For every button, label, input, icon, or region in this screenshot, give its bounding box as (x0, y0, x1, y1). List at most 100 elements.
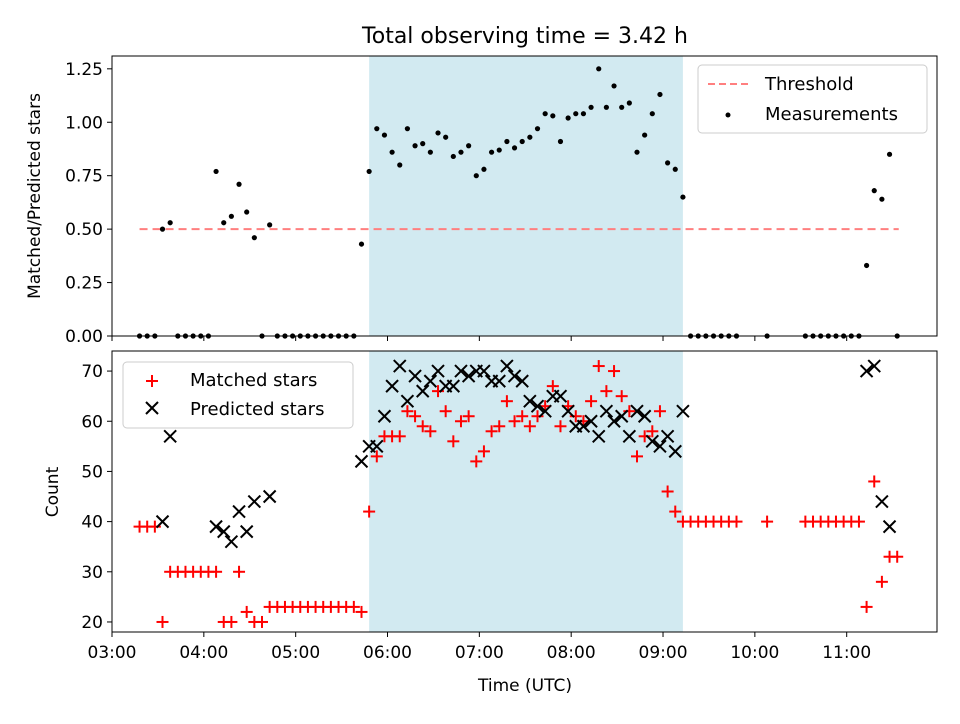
matched-point (585, 395, 598, 408)
matched-point (608, 365, 621, 378)
top-ytick-label: 0.00 (65, 327, 103, 347)
matched-point (210, 565, 223, 578)
measurement-point (404, 126, 411, 132)
predicted-point (209, 519, 223, 534)
predicted-point (232, 504, 246, 519)
xtick-label: 03:00 (88, 643, 137, 663)
bottom-legend-box (122, 361, 354, 429)
measurement-point (527, 134, 533, 140)
xtick-label: 07:00 (455, 643, 504, 663)
predicted-point (867, 359, 881, 373)
matched-point (523, 420, 536, 433)
predicted-point (645, 434, 660, 449)
predicted-point (155, 514, 170, 529)
bottom-frame (111, 350, 938, 633)
matched-point (233, 565, 246, 578)
measurement-point (488, 149, 495, 155)
matched-point (470, 455, 483, 468)
predicted-point (538, 404, 552, 418)
predicted-point (454, 364, 468, 378)
predicted-point (622, 429, 637, 444)
measurement-point (871, 188, 877, 194)
measurement-point (221, 220, 227, 226)
matched-point (401, 405, 414, 418)
xtick-label: 11:00 (822, 643, 871, 663)
matched-point (416, 420, 429, 433)
measurement-point (397, 162, 403, 168)
matched-point (485, 425, 498, 438)
matched-point (852, 515, 865, 528)
xtick-label: 05:00 (271, 643, 320, 663)
measurement-point (580, 111, 587, 117)
predicted-point (370, 439, 384, 454)
measurement-point (657, 91, 663, 98)
matched-point (500, 395, 513, 408)
bottom-panel: 20 30 40 50 60 70 03:00 04:00 05:00 06:00 07:00 08… (43, 350, 938, 696)
predicted-point (446, 379, 461, 393)
predicted-point (607, 414, 621, 428)
matched-point (592, 360, 605, 373)
measurement-point (366, 168, 372, 175)
matched-point (156, 615, 169, 628)
xtick-label: 10:00 (730, 643, 779, 663)
matched-point (761, 515, 774, 528)
matched-point (646, 425, 659, 438)
matched-point (661, 485, 674, 498)
top-legend: Threshold Measurements (697, 64, 928, 134)
matched-point (454, 415, 467, 428)
measurement-point (649, 111, 655, 117)
measurement-point (251, 235, 257, 241)
measurement-point (244, 209, 250, 215)
top-x-ticks (111, 336, 848, 341)
predicted-point (400, 394, 415, 408)
matched-point (891, 550, 904, 563)
predicted-point (530, 399, 545, 413)
predicted-point (507, 369, 522, 383)
top-marks (136, 66, 900, 339)
predicted-point (614, 409, 629, 423)
bottom-ytick-label: 70 (81, 362, 103, 382)
matched-point (631, 450, 643, 463)
matched-point (653, 405, 666, 418)
matched-point (868, 475, 881, 488)
predicted-point (262, 489, 277, 504)
matched-point (554, 420, 567, 433)
bottom-ytick-label: 50 (81, 462, 103, 482)
xtick-label: 09:00 (639, 643, 688, 663)
matched-point (600, 385, 613, 398)
matched-point (860, 600, 873, 613)
predicted-point (163, 429, 177, 444)
bottom-span (369, 351, 683, 632)
matched-point (508, 415, 521, 428)
top-frame (111, 55, 938, 337)
top-ytick-label: 1.25 (65, 60, 103, 80)
predicted-point (377, 409, 392, 423)
predicted-legend-label: Predicted stars (190, 399, 324, 420)
measurement-point (519, 138, 525, 145)
predicted-point (393, 359, 407, 373)
measurement-point (665, 160, 671, 166)
predicted-point (247, 494, 262, 509)
predicted-point (630, 404, 644, 418)
measurement-point (534, 126, 541, 132)
matched-point (462, 410, 475, 423)
measurement-point (159, 226, 166, 232)
measurement-point (466, 143, 472, 149)
measurement-point (634, 149, 640, 155)
bottom-y-axis: 20 30 40 50 60 70 (81, 362, 112, 633)
matched-point (225, 615, 238, 628)
top-legend-box (697, 64, 928, 134)
measurement-point (573, 111, 579, 117)
predicted-point (523, 394, 537, 408)
xtick-label: 08:00 (547, 643, 596, 663)
predicted-point (584, 414, 598, 428)
bottom-x-axis: 03:00 04:00 05:00 06:00 07:00 08:00 09:00 10:00… (88, 632, 871, 663)
predicted-point (660, 429, 675, 444)
predicted-point (599, 404, 614, 418)
measurement-point (381, 132, 388, 138)
predicted-point (416, 384, 430, 398)
predicted-point (239, 524, 254, 539)
measurement-point (267, 222, 273, 228)
predicted-point (576, 419, 591, 433)
predicted-point (653, 439, 667, 454)
